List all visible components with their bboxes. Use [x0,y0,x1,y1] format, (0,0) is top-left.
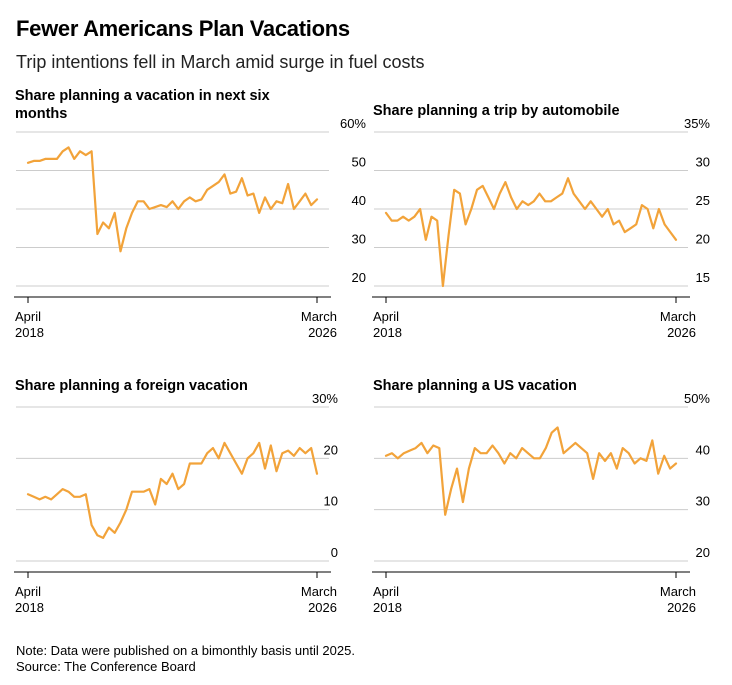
panel-title: Share planning a foreign vacation [15,378,248,394]
chart-title: Fewer Americans Plan Vacations [16,16,350,41]
x-tick-label: 2026 [308,325,337,340]
x-tick-label: March [301,309,337,324]
x-tick-label: 2018 [15,325,44,340]
panel-title: Share planning a trip by automobile [373,103,620,119]
y-tick-label: 0 [331,545,338,560]
y-tick-label: 20 [324,442,338,457]
y-tick-label: 15 [696,270,710,285]
x-tick-label: 2026 [308,600,337,615]
chart-subtitle: Trip intentions fell in March amid surge… [16,52,425,72]
footer-source: Source: The Conference Board [16,659,196,674]
y-tick-label: 25 [696,193,710,208]
y-tick-label: 50 [352,155,366,170]
series-line [26,146,319,253]
x-tick-label: April [373,309,399,324]
x-tick-label: March [301,584,337,599]
y-tick-label: 20 [696,232,710,247]
x-tick-label: 2018 [373,600,402,615]
panel-title: months [15,106,67,122]
y-tick-label: 40 [696,442,710,457]
x-tick-label: April [15,309,41,324]
series-line [26,441,319,540]
x-tick-label: March [660,309,696,324]
footer: Note: Data were published on a bimonthly… [16,643,355,675]
x-tick-label: April [15,584,41,599]
y-tick-label: 35% [684,116,710,131]
y-tick-label: 20 [352,270,366,285]
x-tick-label: April [373,584,399,599]
y-tick-label: 30 [696,494,710,509]
y-tick-label: 10 [324,494,338,509]
y-tick-label: 30 [696,155,710,170]
y-tick-label: 30 [352,232,366,247]
series-line [384,177,678,288]
x-tick-label: 2026 [667,600,696,615]
y-tick-label: 20 [696,545,710,560]
y-tick-label: 40 [352,193,366,208]
series-line [384,426,678,516]
y-tick-label: 50% [684,391,710,406]
x-tick-label: 2026 [667,325,696,340]
x-tick-label: 2018 [15,600,44,615]
panel-title: Share planning a US vacation [373,378,577,394]
panel-title: Share planning a vacation in next six [15,88,270,104]
x-tick-label: 2018 [373,325,402,340]
x-tick-label: March [660,584,696,599]
y-tick-label: 60% [340,116,366,131]
y-tick-label: 30% [312,391,338,406]
footer-note: Note: Data were published on a bimonthly… [16,643,355,658]
